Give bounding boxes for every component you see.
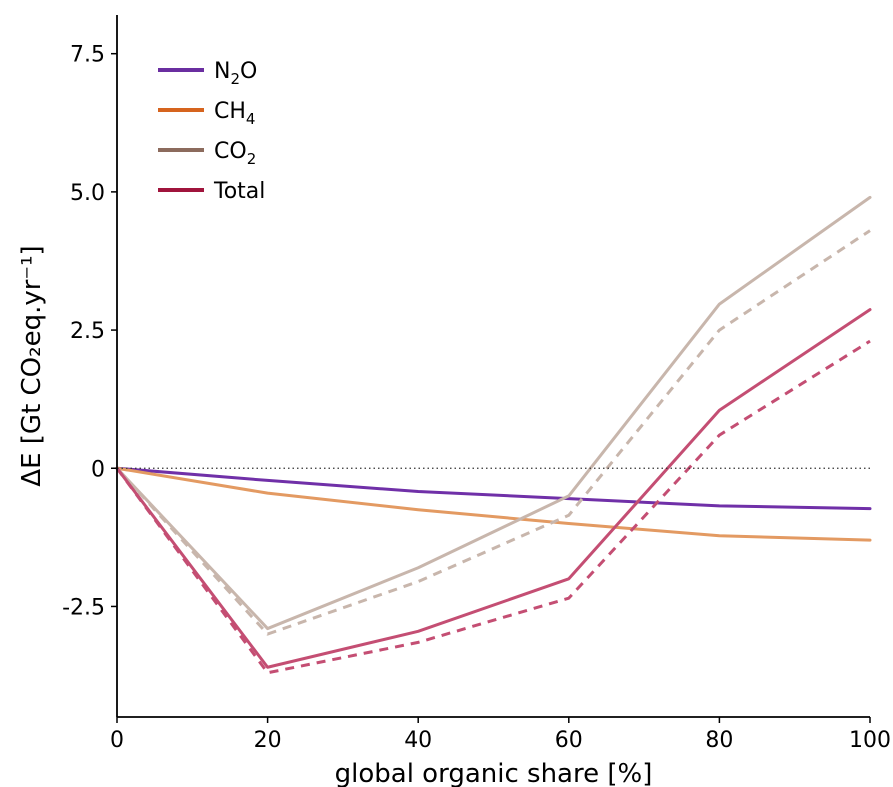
series-layer [115, 195, 872, 675]
series-line-co2-dashed [115, 229, 871, 636]
y-ticks: 7.5 5.0 2.5 0 -2.5 [62, 43, 117, 620]
legend-label: N2O [214, 59, 257, 88]
x-axis-label: global organic share [%] [335, 759, 653, 787]
series-line-total-solid [115, 308, 872, 669]
y-tick-label: -2.5 [62, 595, 105, 620]
x-tick-label: 0 [110, 728, 124, 753]
y-axis-label: ΔE [Gt CO₂eq.yr⁻¹] [17, 245, 47, 486]
series-line-total-dashed [115, 339, 871, 675]
x-ticks: 0 20 40 60 80 100 [110, 717, 891, 753]
y-tick-label: 7.5 [70, 43, 105, 68]
y-tick-label: 0 [91, 457, 105, 482]
legend: N2O CH4 CO2 Total [158, 59, 265, 204]
x-tick-label: 40 [404, 728, 432, 753]
legend-label: CH4 [214, 99, 255, 128]
y-tick-label: 2.5 [70, 319, 105, 344]
series-line-ch4-solid [115, 466, 872, 542]
x-tick-label: 60 [555, 728, 583, 753]
x-tick-label: 80 [705, 728, 733, 753]
x-tick-label: 100 [849, 728, 891, 753]
series-line-co2-solid [115, 195, 872, 631]
legend-label: Total [213, 179, 265, 204]
series-line-n2o-solid [115, 466, 872, 511]
legend-label: CO2 [214, 139, 256, 168]
x-tick-label: 20 [254, 728, 282, 753]
y-tick-label: 5.0 [70, 181, 105, 206]
